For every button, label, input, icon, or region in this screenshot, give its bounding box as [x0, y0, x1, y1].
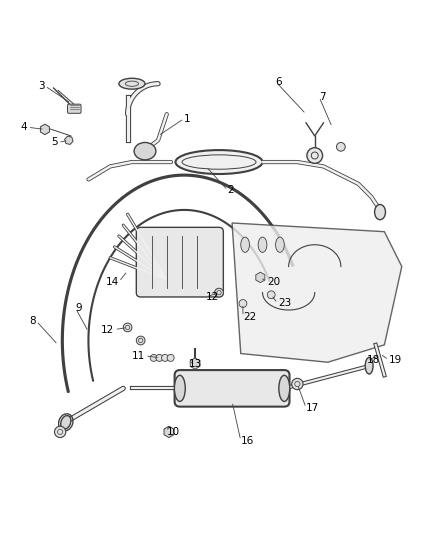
- Circle shape: [156, 354, 163, 361]
- Text: 18: 18: [367, 355, 380, 365]
- Text: 1: 1: [184, 114, 191, 124]
- Text: 9: 9: [75, 303, 82, 313]
- Text: 5: 5: [51, 138, 58, 148]
- Text: 10: 10: [167, 427, 180, 437]
- Text: 14: 14: [106, 277, 119, 287]
- Circle shape: [136, 336, 145, 345]
- Text: 7: 7: [319, 92, 326, 102]
- Ellipse shape: [276, 237, 284, 252]
- Circle shape: [167, 354, 174, 361]
- Text: 23: 23: [278, 298, 291, 309]
- Text: 16: 16: [241, 435, 254, 446]
- Text: 3: 3: [38, 81, 45, 91]
- Ellipse shape: [174, 375, 185, 401]
- Ellipse shape: [176, 150, 262, 174]
- Text: 12: 12: [206, 292, 219, 302]
- Text: 17: 17: [306, 403, 319, 413]
- Circle shape: [123, 323, 132, 332]
- Text: 11: 11: [132, 351, 145, 361]
- FancyBboxPatch shape: [136, 228, 223, 297]
- Text: 12: 12: [101, 325, 115, 335]
- FancyBboxPatch shape: [67, 104, 81, 114]
- Ellipse shape: [279, 375, 290, 401]
- Circle shape: [336, 142, 345, 151]
- Circle shape: [150, 354, 157, 361]
- Circle shape: [54, 426, 66, 438]
- Circle shape: [307, 148, 322, 163]
- Polygon shape: [232, 223, 402, 362]
- Circle shape: [267, 291, 275, 298]
- Ellipse shape: [365, 358, 373, 374]
- Text: 8: 8: [30, 316, 36, 326]
- Circle shape: [239, 300, 247, 308]
- Ellipse shape: [241, 237, 250, 252]
- Circle shape: [162, 354, 169, 361]
- Text: 22: 22: [243, 312, 256, 321]
- Ellipse shape: [134, 142, 156, 160]
- Ellipse shape: [374, 205, 385, 220]
- FancyBboxPatch shape: [175, 370, 290, 407]
- Text: 13: 13: [188, 359, 202, 369]
- Text: 19: 19: [389, 355, 402, 365]
- Text: 4: 4: [21, 122, 28, 132]
- Ellipse shape: [258, 237, 267, 252]
- Ellipse shape: [61, 416, 71, 429]
- Text: 6: 6: [276, 77, 282, 86]
- Circle shape: [215, 288, 223, 297]
- Ellipse shape: [119, 78, 145, 89]
- Text: 2: 2: [228, 185, 234, 195]
- Circle shape: [292, 378, 303, 390]
- Text: 20: 20: [267, 277, 280, 287]
